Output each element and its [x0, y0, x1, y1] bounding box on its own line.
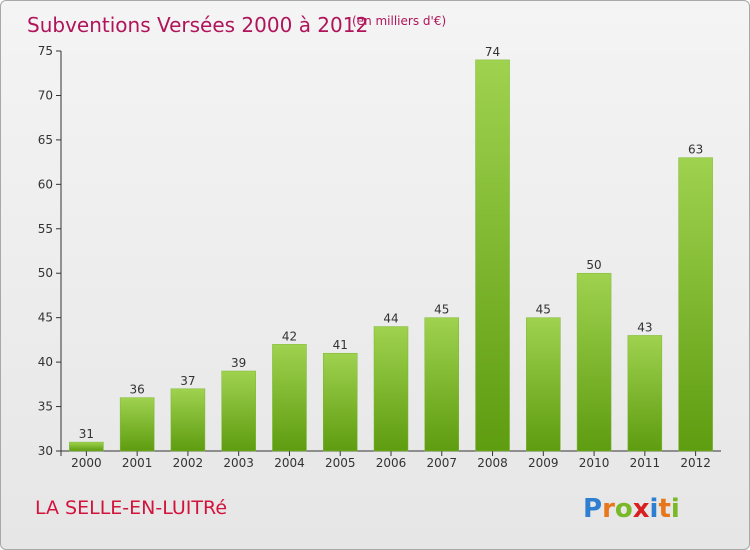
y-tick-label: 55 [38, 222, 53, 236]
x-tick-label-2006: 2006 [376, 456, 407, 470]
logo-letter: P [583, 494, 602, 524]
bar-2012 [678, 157, 713, 452]
logo-letter: x [633, 494, 650, 524]
bar-2006 [373, 326, 409, 452]
value-label-2001: 36 [130, 383, 145, 397]
x-tick-label-2009: 2009 [528, 456, 559, 470]
y-tick-label: 65 [38, 133, 53, 147]
bar-2005 [322, 352, 358, 452]
logo-letter: t [658, 494, 670, 524]
value-label-2002: 37 [180, 374, 195, 388]
x-tick-label-2000: 2000 [71, 456, 102, 470]
bar-2008 [475, 59, 510, 452]
y-tick-label: 45 [38, 311, 53, 325]
x-tick-label-2005: 2005 [325, 456, 356, 470]
x-tick-label-2002: 2002 [173, 456, 204, 470]
y-tick-label: 50 [38, 266, 53, 280]
value-label-2009: 45 [536, 303, 551, 317]
bar-2011 [627, 335, 663, 452]
x-tick-label-2011: 2011 [630, 456, 661, 470]
value-label-2011: 43 [637, 320, 652, 334]
value-label-2010: 50 [586, 258, 601, 272]
proxiti-logo[interactable]: Proxiti [583, 494, 680, 524]
value-label-2007: 45 [434, 303, 449, 317]
x-tick-label-2012: 2012 [680, 456, 711, 470]
logo-letter: r [602, 494, 615, 524]
y-tick-label: 30 [38, 444, 53, 458]
x-tick-label-2007: 2007 [426, 456, 457, 470]
bar-2002 [170, 388, 206, 452]
bar-2010 [576, 272, 612, 452]
axes: 30 35 40 45 50 55 60 65 70 75 2000 2001 2002 2003 2004… [38, 44, 721, 470]
bar-2004 [272, 344, 307, 452]
bar-2009 [526, 317, 561, 452]
logo-letter: i [671, 494, 680, 524]
x-tick-label-2001: 2001 [122, 456, 153, 470]
bars: 31 36 37 39 42 41 44 45 74 45 50 43 63 [69, 45, 713, 452]
chart-subtitle: (en milliers d'€) [352, 14, 446, 28]
value-label-2008: 74 [485, 45, 500, 59]
bar-2000 [69, 441, 104, 452]
value-label-2000: 31 [79, 427, 94, 441]
y-tick-label: 40 [38, 355, 53, 369]
location-name: LA SELLE-EN-LUITRé [35, 497, 227, 519]
y-tick-label: 75 [38, 44, 53, 58]
value-label-2003: 39 [231, 356, 246, 370]
y-tick-label: 35 [38, 400, 53, 414]
bar-2003 [221, 370, 256, 452]
x-tick-label-2004: 2004 [274, 456, 305, 470]
value-label-2005: 41 [333, 338, 348, 352]
value-label-2006: 44 [383, 312, 398, 326]
x-tick-label-2010: 2010 [579, 456, 610, 470]
bar-2007 [424, 317, 460, 452]
x-tick-label-2008: 2008 [477, 456, 508, 470]
x-tick-label-2003: 2003 [223, 456, 254, 470]
value-label-2004: 42 [282, 329, 297, 343]
chart-title: Subventions Versées 2000 à 2012 [27, 13, 368, 37]
y-tick-label: 60 [38, 177, 53, 191]
value-label-2012: 63 [688, 143, 703, 157]
bar-2001 [119, 397, 155, 452]
logo-letter: i [650, 494, 659, 524]
y-tick-label: 70 [38, 88, 53, 102]
logo-letter: o [615, 494, 633, 524]
